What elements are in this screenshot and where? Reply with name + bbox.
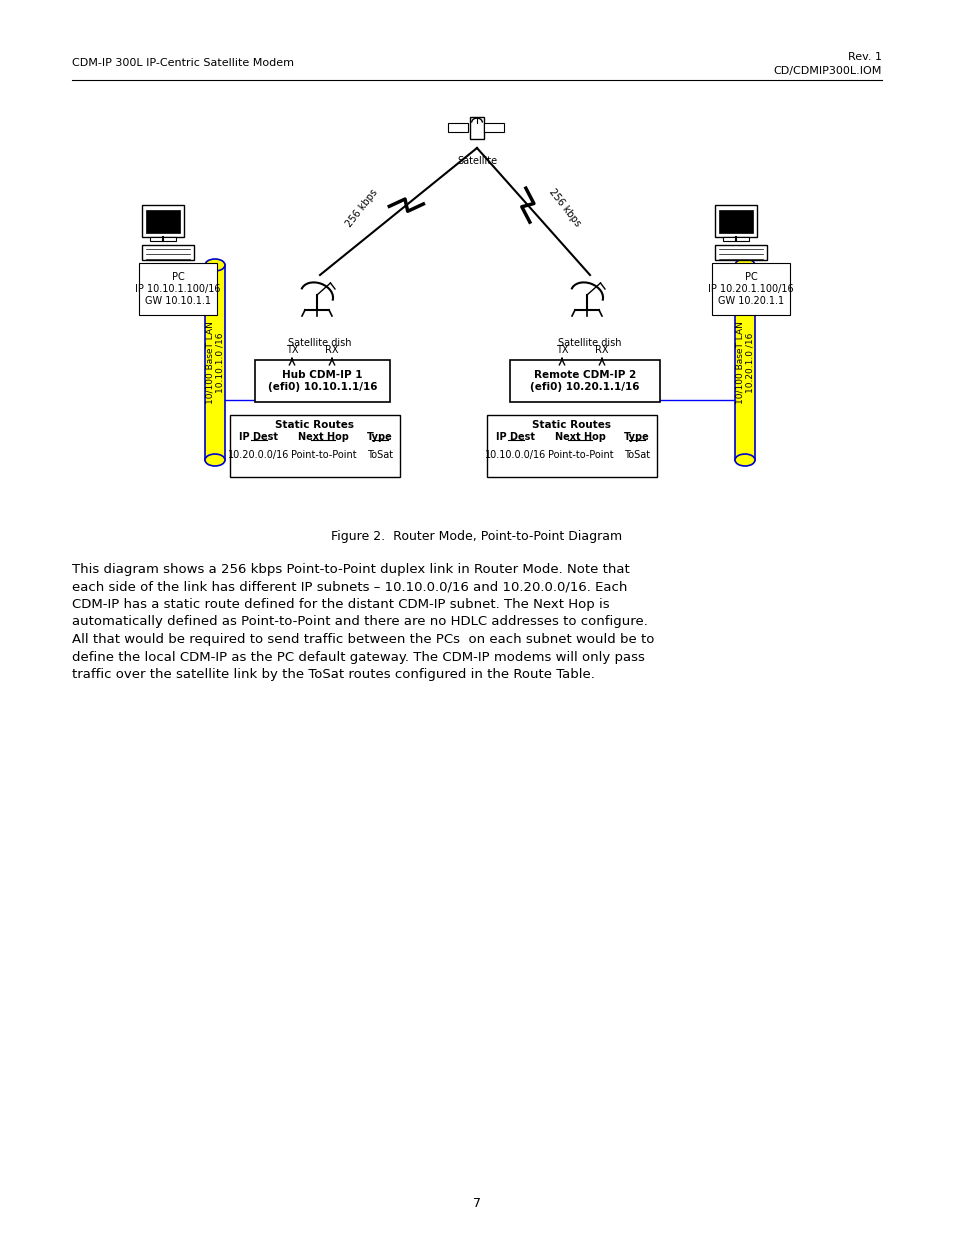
Text: 10.10.0.0/16: 10.10.0.0/16	[485, 450, 546, 459]
Text: TX: TX	[286, 345, 298, 354]
Text: ToSat: ToSat	[366, 450, 393, 459]
Bar	[142, 205, 184, 237]
Text: Satellite: Satellite	[456, 156, 497, 165]
Text: Satellite dish: Satellite dish	[288, 338, 352, 348]
Text: IP Dest: IP Dest	[496, 432, 535, 442]
Text: 256 kbps: 256 kbps	[343, 188, 379, 228]
Bar	[734, 266, 754, 459]
Bar	[254, 359, 390, 403]
Text: This diagram shows a 256 kbps Point-to-Point duplex link in Router Mode. Note th: This diagram shows a 256 kbps Point-to-P…	[71, 563, 654, 680]
Ellipse shape	[205, 259, 225, 270]
Bar	[139, 263, 216, 315]
Text: 10/100 BaseT LAN
10.20.1.0 /16: 10/100 BaseT LAN 10.20.1.0 /16	[735, 321, 754, 404]
Text: Type: Type	[366, 432, 392, 442]
Text: Figure 2.  Router Mode, Point-to-Point Diagram: Figure 2. Router Mode, Point-to-Point Di…	[331, 530, 622, 543]
Text: 256 kbps: 256 kbps	[547, 188, 582, 228]
Bar	[714, 245, 766, 261]
Text: Satellite dish: Satellite dish	[558, 338, 621, 348]
Ellipse shape	[205, 454, 225, 466]
Ellipse shape	[734, 259, 754, 270]
Text: IP Dest: IP Dest	[239, 432, 278, 442]
Bar	[230, 415, 399, 477]
Bar	[714, 205, 757, 237]
Text: RX: RX	[595, 345, 608, 354]
Text: ToSat: ToSat	[623, 450, 649, 459]
Text: Point-to-Point: Point-to-Point	[547, 450, 613, 459]
Text: Point-to-Point: Point-to-Point	[291, 450, 355, 459]
Bar	[205, 266, 225, 459]
Text: 10/100 BaseT LAN
10.10.1.0 /16: 10/100 BaseT LAN 10.10.1.0 /16	[205, 321, 225, 404]
Text: PC
IP 10.10.1.100/16
GW 10.10.1.1: PC IP 10.10.1.100/16 GW 10.10.1.1	[135, 273, 220, 305]
Bar	[486, 415, 657, 477]
Bar	[142, 245, 193, 261]
Text: Static Routes: Static Routes	[532, 420, 611, 430]
Bar	[146, 210, 180, 233]
Bar	[448, 122, 468, 132]
Bar	[510, 359, 659, 403]
Bar	[711, 263, 789, 315]
Text: CDM-IP 300L IP-Centric Satellite Modem: CDM-IP 300L IP-Centric Satellite Modem	[71, 58, 294, 68]
Text: Static Routes: Static Routes	[275, 420, 355, 430]
Text: RX: RX	[325, 345, 338, 354]
Bar	[150, 237, 175, 241]
Text: Next Hop: Next Hop	[297, 432, 349, 442]
Text: Type: Type	[623, 432, 649, 442]
Text: CD/CDMIP300L.IOM: CD/CDMIP300L.IOM	[773, 65, 882, 77]
Text: 10.20.0.0/16: 10.20.0.0/16	[228, 450, 290, 459]
Ellipse shape	[734, 454, 754, 466]
Text: PC
IP 10.20.1.100/16
GW 10.20.1.1: PC IP 10.20.1.100/16 GW 10.20.1.1	[707, 273, 793, 305]
Bar	[722, 237, 748, 241]
FancyBboxPatch shape	[469, 117, 484, 138]
Text: Hub CDM-IP 1
(efi0) 10.10.1.1/16: Hub CDM-IP 1 (efi0) 10.10.1.1/16	[268, 370, 376, 391]
Text: Remote CDM-IP 2
(efi0) 10.20.1.1/16: Remote CDM-IP 2 (efi0) 10.20.1.1/16	[530, 370, 639, 391]
Text: 7: 7	[473, 1197, 480, 1210]
Text: Rev. 1: Rev. 1	[847, 52, 882, 62]
Bar	[719, 210, 752, 233]
Text: Next Hop: Next Hop	[555, 432, 605, 442]
Bar	[484, 122, 503, 132]
Text: TX: TX	[556, 345, 568, 354]
